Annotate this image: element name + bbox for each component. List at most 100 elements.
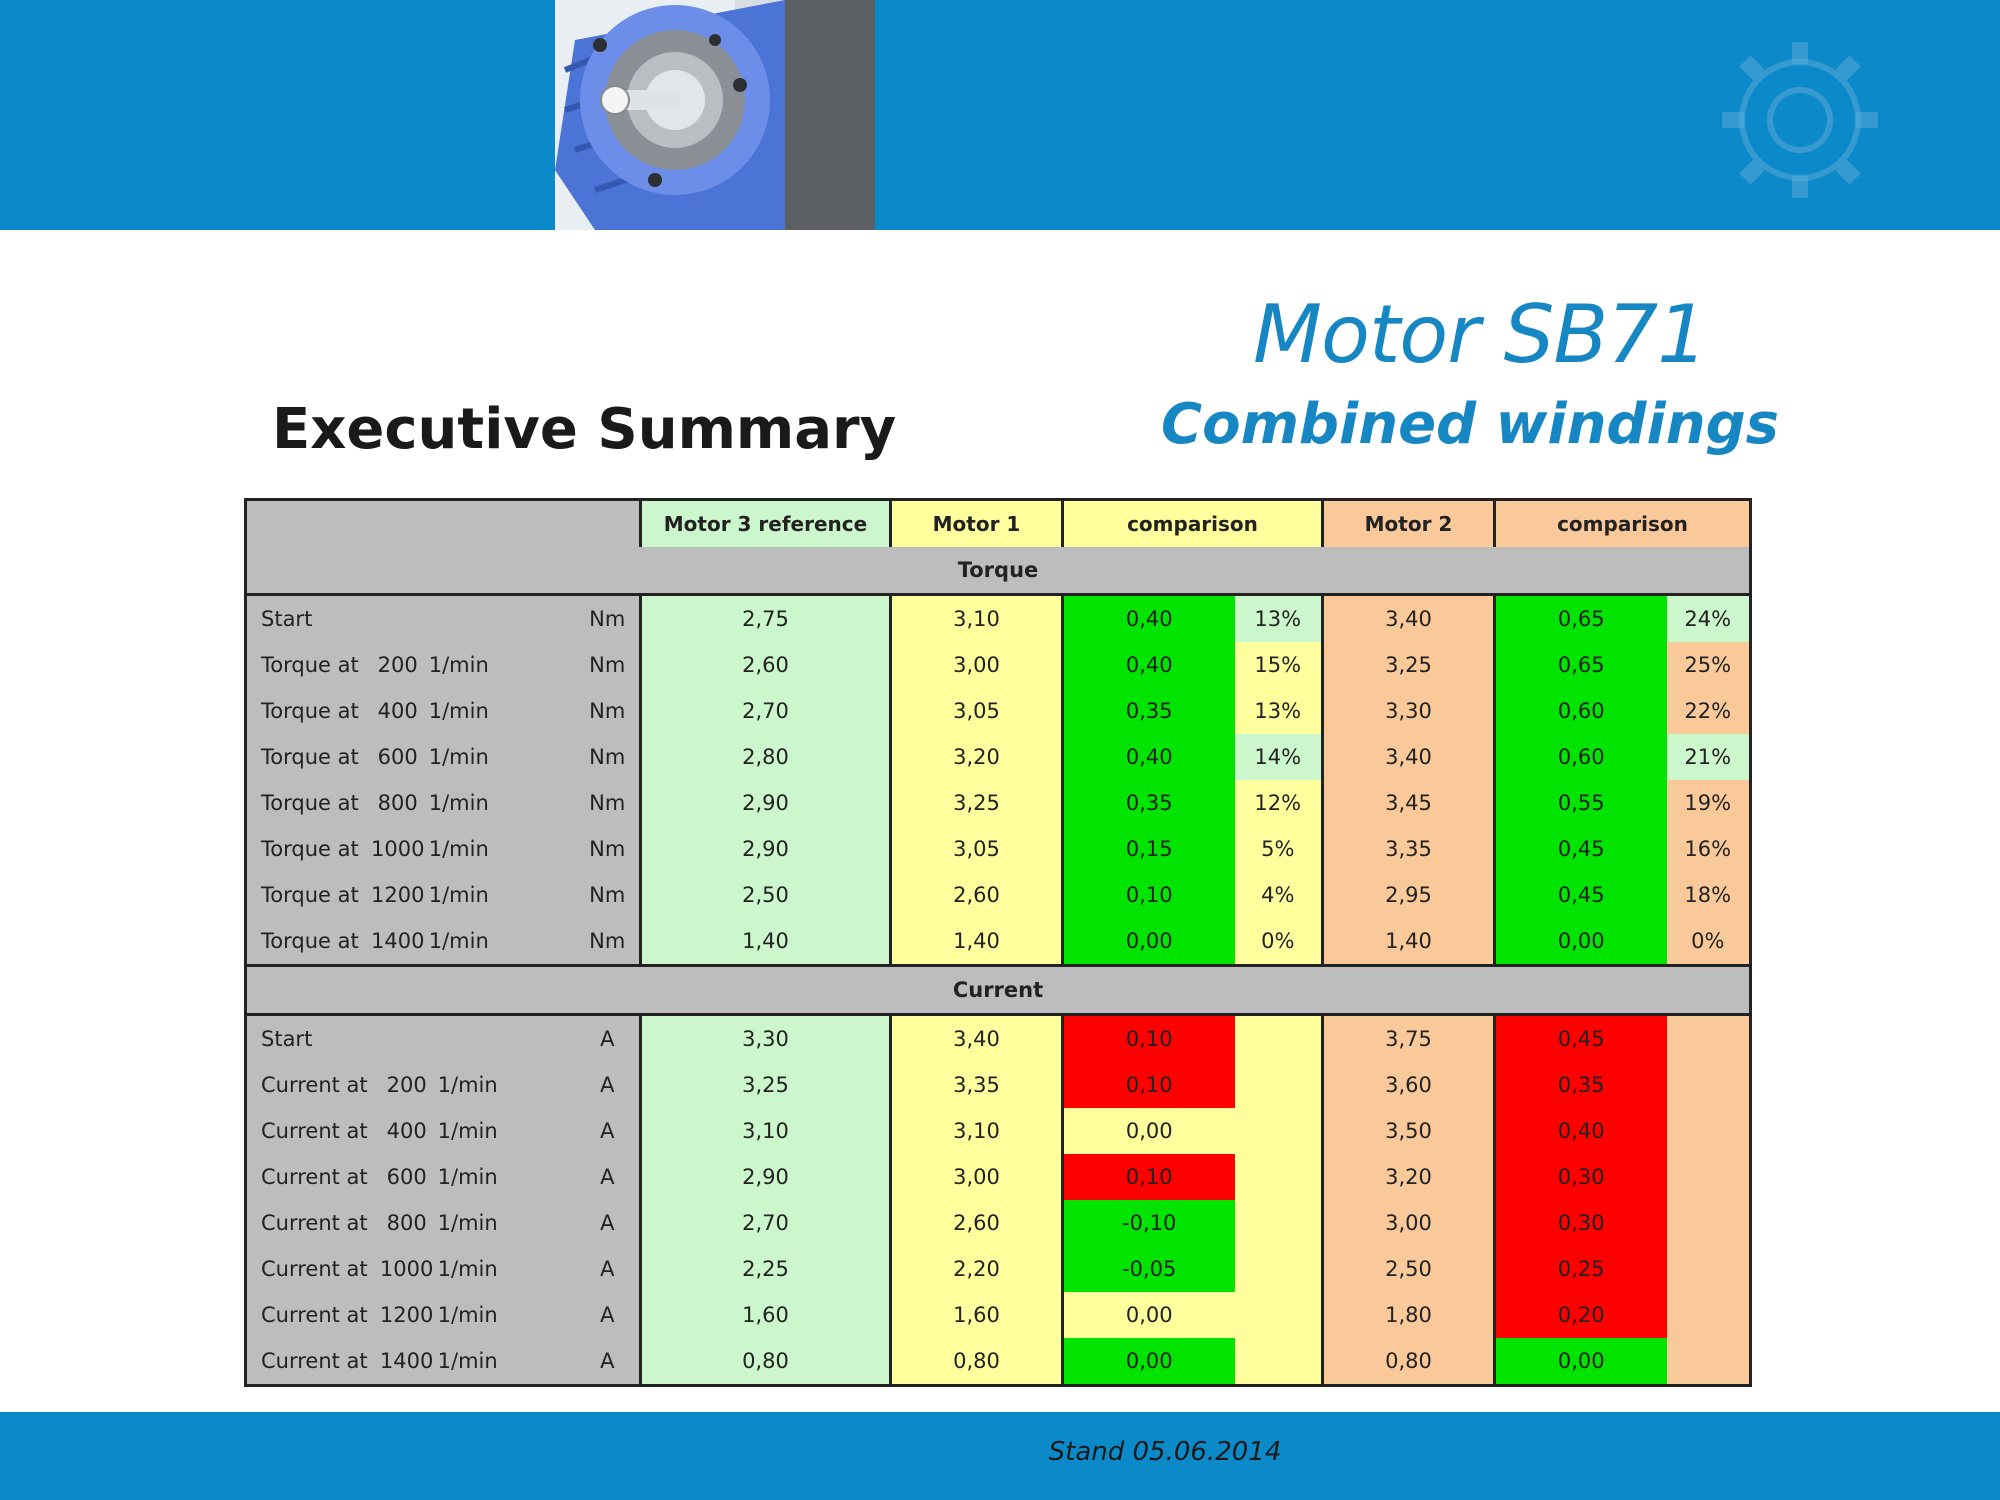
- row-unit: A: [575, 1108, 642, 1154]
- column-motor2-header: Motor 2: [1322, 499, 1496, 547]
- motor1-value: 3,00: [890, 1154, 1064, 1200]
- comparison1-diff: 0,00: [1062, 1338, 1235, 1386]
- table-row: Start A 3,30 3,40 0,10 3,75 0,45: [245, 1014, 1751, 1062]
- motor3-value: 1,40: [640, 918, 892, 966]
- comparison2-percent: 24%: [1666, 594, 1751, 642]
- motor2-value: 3,00: [1322, 1200, 1496, 1246]
- row-label: Torque at: [261, 653, 359, 677]
- comparison2-diff: 0,45: [1494, 872, 1667, 918]
- comparison2-diff: 0,60: [1494, 734, 1667, 780]
- comparison1-diff: -0,05: [1062, 1246, 1235, 1292]
- section-row: Current: [245, 964, 1751, 1016]
- row-unit: Nm: [575, 734, 642, 780]
- row-label-cell: Torque at 600 1/min: [245, 734, 576, 780]
- row-label-cell: Current at 800 1/min: [245, 1200, 576, 1246]
- comparison1-diff: 0,10: [1062, 872, 1235, 918]
- comparison2-percent: [1666, 1108, 1751, 1154]
- row-label-cell: Current at 200 1/min: [245, 1062, 576, 1108]
- row-speed: 1400: [370, 929, 425, 953]
- row-speed: 1200: [379, 1303, 434, 1327]
- motor2-value: 3,60: [1322, 1062, 1496, 1108]
- motor1-value: 3,05: [890, 688, 1064, 734]
- row-unit: A: [575, 1154, 642, 1200]
- row-label: Torque at: [261, 883, 359, 907]
- comparison1-percent: 5%: [1234, 826, 1324, 872]
- motor1-value: 2,60: [890, 872, 1064, 918]
- table-row: Current at 1200 1/min A 1,60 1,60 0,00 1,80 0,20: [245, 1292, 1751, 1338]
- comparison2-diff: 0,35: [1494, 1062, 1667, 1108]
- row-unit: A: [575, 1200, 642, 1246]
- motor3-value: 1,60: [640, 1292, 892, 1338]
- motor1-value: 1,60: [890, 1292, 1064, 1338]
- column-comparison1-header: comparison: [1062, 499, 1324, 547]
- comparison2-diff: 0,00: [1494, 918, 1667, 966]
- row-speed: 400: [386, 1119, 427, 1143]
- motor1-value: 3,05: [890, 826, 1064, 872]
- row-unit: Nm: [575, 688, 642, 734]
- comparison1-percent: 14%: [1234, 734, 1324, 780]
- motor2-value: 3,35: [1322, 826, 1496, 872]
- comparison1-diff: 0,35: [1062, 780, 1235, 826]
- row-label-cell: Torque at 1200 1/min: [245, 872, 576, 918]
- table-row: Start Nm 2,75 3,10 0,40 13% 3,40 0,65 24%: [245, 594, 1751, 642]
- comparison1-diff: 0,00: [1062, 1292, 1235, 1338]
- comparison2-diff: 0,45: [1494, 1014, 1667, 1062]
- footer-banner: [0, 1412, 2000, 1500]
- comparison1-percent: [1234, 1200, 1324, 1246]
- comparison2-diff: 0,20: [1494, 1292, 1667, 1338]
- row-label-cell: Torque at 1000 1/min: [245, 826, 576, 872]
- comparison1-diff: 0,00: [1062, 918, 1235, 966]
- executive-summary-title: Executive Summary: [272, 397, 897, 462]
- row-label: Current at: [261, 1303, 368, 1327]
- comparison2-diff: 0,60: [1494, 688, 1667, 734]
- column-comparison2-header: comparison: [1494, 499, 1751, 547]
- row-speed-unit: 1/min: [437, 1165, 498, 1189]
- row-speed: 1200: [370, 883, 425, 907]
- row-speed: 800: [377, 791, 418, 815]
- row-unit: A: [575, 1338, 642, 1386]
- row-label-cell: Current at 400 1/min: [245, 1108, 576, 1154]
- row-speed-unit: 1/min: [437, 1119, 498, 1143]
- row-unit: Nm: [575, 872, 642, 918]
- row-speed-unit: 1/min: [437, 1303, 498, 1327]
- motor1-value: 2,20: [890, 1246, 1064, 1292]
- row-speed: 400: [377, 699, 418, 723]
- row-label: Torque at: [261, 699, 359, 723]
- motor2-value: 3,30: [1322, 688, 1496, 734]
- table-row: Current at 200 1/min A 3,25 3,35 0,10 3,60 0,35: [245, 1062, 1751, 1108]
- column-motor3-header: Motor 3 reference: [640, 499, 892, 547]
- motor3-value: 2,25: [640, 1246, 892, 1292]
- comparison2-percent: [1666, 1338, 1751, 1386]
- row-speed-unit: 1/min: [428, 745, 489, 769]
- row-speed-unit: 1/min: [437, 1211, 498, 1235]
- header-banner: [0, 0, 2000, 230]
- motor2-value: 2,95: [1322, 872, 1496, 918]
- table-row: Torque at 600 1/min Nm 2,80 3,20 0,40 14% 3,40 0,…: [245, 734, 1751, 780]
- motor2-value: 3,50: [1322, 1108, 1496, 1154]
- comparison2-diff: 0,55: [1494, 780, 1667, 826]
- table-row: Torque at 1200 1/min Nm 2,50 2,60 0,10 4% 2,95 0,…: [245, 872, 1751, 918]
- motor1-value: 0,80: [890, 1338, 1064, 1386]
- motor3-value: 3,30: [640, 1014, 892, 1062]
- table-row: Torque at 200 1/min Nm 2,60 3,00 0,40 15% 3,25 0,…: [245, 642, 1751, 688]
- row-speed: 200: [377, 653, 418, 677]
- comparison2-percent: 25%: [1666, 642, 1751, 688]
- comparison2-percent: 18%: [1666, 872, 1751, 918]
- motor2-value: 3,75: [1322, 1014, 1496, 1062]
- row-unit: Nm: [575, 918, 642, 966]
- row-speed-unit: 1/min: [428, 837, 489, 861]
- row-label-cell: Current at 1000 1/min: [245, 1246, 576, 1292]
- table-row: Torque at 400 1/min Nm 2,70 3,05 0,35 13% 3,30 0,…: [245, 688, 1751, 734]
- comparison2-percent: [1666, 1292, 1751, 1338]
- row-speed-unit: 1/min: [428, 791, 489, 815]
- motor1-value: 2,60: [890, 1200, 1064, 1246]
- row-label: Torque at: [261, 929, 359, 953]
- comparison1-diff: 0,10: [1062, 1154, 1235, 1200]
- comparison1-percent: [1234, 1338, 1324, 1386]
- motor3-value: 2,90: [640, 826, 892, 872]
- table-row: Current at 400 1/min A 3,10 3,10 0,00 3,50 0,40: [245, 1108, 1751, 1154]
- comparison2-diff: 0,65: [1494, 642, 1667, 688]
- motor3-value: 3,25: [640, 1062, 892, 1108]
- motor2-value: 3,40: [1322, 734, 1496, 780]
- comparison1-percent: 13%: [1234, 688, 1324, 734]
